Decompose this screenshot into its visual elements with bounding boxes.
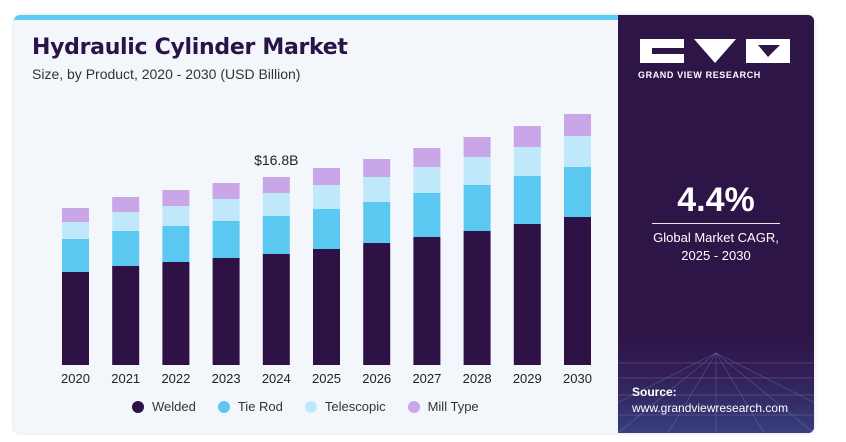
bar-segment-welded-2021: [112, 266, 140, 365]
decorative-grid: [618, 333, 814, 433]
bar-segment-tie-rod-2025: [313, 209, 340, 249]
bar-segment-telescopic-2028: [463, 157, 491, 185]
bar-segment-mill-type-2024: [262, 177, 290, 193]
bar-segment-mill-type-2025: [313, 168, 340, 185]
bar-segment-mill-type-2022: [162, 190, 190, 206]
chart-area: Hydraulic Cylinder Market Size, by Produ…: [14, 15, 618, 433]
bar-segment-mill-type-2020: [62, 208, 89, 222]
bar-segment-telescopic-2025: [313, 185, 340, 209]
bar-segment-welded-2023: [212, 258, 240, 365]
bar-segment-mill-type-2021: [112, 197, 140, 212]
chart-subtitle: Size, by Product, 2020 - 2030 (USD Billi…: [32, 66, 301, 82]
x-tick-label-2025: 2025: [312, 371, 341, 386]
bar-segment-telescopic-2026: [363, 177, 391, 202]
chart-legend: Welded Tie Rod Telescopic Mill Type: [132, 399, 479, 414]
bar-segment-tie-rod-2030: [564, 167, 591, 217]
bar-segment-telescopic-2022: [162, 206, 190, 226]
bar-segment-telescopic-2021: [112, 212, 140, 231]
source-url: www.grandviewresearch.com: [632, 401, 789, 415]
bar-segment-mill-type-2023: [212, 183, 240, 199]
bar-segment-welded-2030: [564, 217, 591, 365]
x-tick-label-2030: 2030: [563, 371, 592, 386]
bar-segment-tie-rod-2021: [112, 231, 140, 266]
x-tick-label-2021: 2021: [111, 371, 140, 386]
bar-segment-welded-2028: [463, 231, 491, 365]
cagr-value: 4.4%: [677, 181, 755, 219]
legend-label-welded: Welded: [152, 399, 196, 414]
bar-segment-mill-type-2028: [463, 137, 491, 157]
legend-swatch-mill-type: [407, 400, 420, 413]
legend-label-mill-type: Mill Type: [427, 399, 479, 414]
bar-segment-tie-rod-2020: [62, 239, 89, 272]
bar-segment-tie-rod-2022: [162, 226, 190, 262]
x-tick-label-2027: 2027: [412, 371, 441, 386]
x-tick-label-2020: 2020: [61, 371, 90, 386]
bar-segment-telescopic-2027: [413, 167, 441, 193]
x-tick-label-2026: 2026: [362, 371, 391, 386]
bar-segment-mill-type-2029: [513, 126, 541, 147]
x-tick-label-2028: 2028: [463, 371, 492, 386]
x-tick-label-2023: 2023: [212, 371, 241, 386]
chart-title: Hydraulic Cylinder Market: [32, 35, 348, 60]
bar-segment-mill-type-2027: [413, 148, 441, 167]
bar-segment-welded-2026: [363, 243, 391, 365]
bar-segment-tie-rod-2026: [363, 202, 391, 243]
legend-item-welded: Welded: [132, 399, 196, 414]
cagr-label: Global Market CAGR,: [653, 230, 779, 245]
divider: [652, 223, 780, 224]
legend-item-tie-rod: Tie Rod: [217, 399, 283, 414]
bar-segment-welded-2029: [513, 224, 541, 365]
stacked-bar-chart: 2020 2021 2022 2023 2024 $16.8B 2025 2026 2027 20…: [61, 114, 592, 386]
legend-item-mill-type: Mill Type: [407, 399, 479, 414]
bar-segment-welded-2024: [262, 254, 290, 365]
legend-label-tie-rod: Tie Rod: [237, 399, 283, 414]
bar-segment-mill-type-2026: [363, 159, 391, 177]
bar-segment-tie-rod-2029: [513, 176, 541, 224]
bar-segment-telescopic-2023: [212, 199, 240, 221]
bar-segment-telescopic-2024: [262, 193, 290, 216]
bar-segment-welded-2022: [162, 262, 190, 365]
bar-segment-tie-rod-2024: [262, 216, 290, 254]
infographic-card: Hydraulic Cylinder Market Size, by Produ…: [14, 15, 814, 433]
bar-segment-telescopic-2029: [513, 147, 541, 176]
legend-swatch-telescopic: [304, 400, 317, 413]
grand-view-research-logo: [640, 39, 790, 63]
bar-segment-telescopic-2020: [62, 222, 89, 239]
legend-swatch-welded: [132, 400, 144, 413]
bar-segment-telescopic-2030: [564, 136, 591, 167]
brand-name: GRAND VIEW RESEARCH: [638, 70, 761, 80]
legend-label-telescopic: Telescopic: [324, 399, 386, 414]
bar-segment-tie-rod-2027: [413, 193, 441, 237]
bar-segment-welded-2025: [313, 249, 340, 365]
cagr-period: 2025 - 2030: [681, 248, 751, 263]
bar-segment-welded-2027: [413, 237, 441, 365]
x-tick-label-2022: 2022: [161, 371, 190, 386]
bar-segment-mill-type-2030: [564, 114, 591, 136]
legend-swatch-tie-rod: [217, 400, 230, 413]
bar-segment-tie-rod-2023: [212, 221, 240, 258]
x-tick-label-2024: 2024: [262, 371, 291, 386]
source-label: Source:: [632, 385, 677, 399]
legend-item-telescopic: Telescopic: [304, 399, 386, 414]
bar-segment-tie-rod-2028: [463, 185, 491, 231]
accent-bar: [14, 15, 618, 20]
callout-label: $16.8B: [254, 152, 298, 168]
bar-segment-welded-2020: [62, 272, 89, 365]
sidebar-panel: GRAND VIEW RESEARCH 4.4% Global Market C…: [618, 15, 814, 433]
x-tick-label-2029: 2029: [513, 371, 542, 386]
